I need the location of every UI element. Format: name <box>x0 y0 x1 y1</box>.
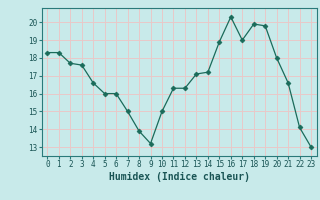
X-axis label: Humidex (Indice chaleur): Humidex (Indice chaleur) <box>109 172 250 182</box>
